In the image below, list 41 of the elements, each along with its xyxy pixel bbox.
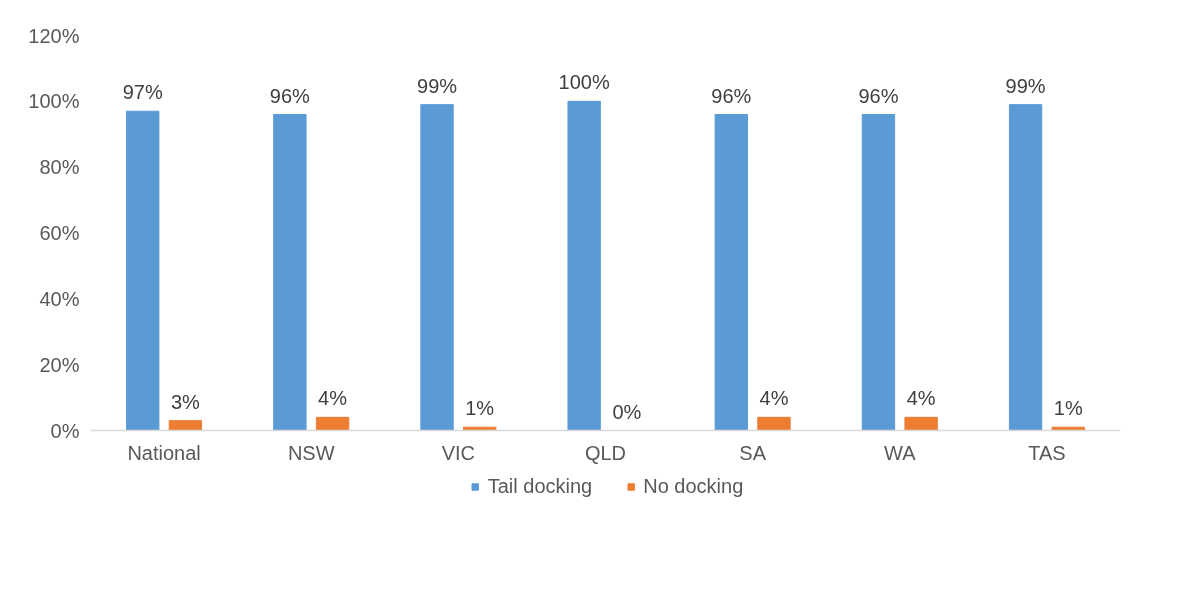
legend-label: Tail docking [487,474,593,498]
y-tick-label: 80% [39,156,80,179]
bar [273,114,307,431]
legend-label: No docking [643,474,744,498]
y-tick-label: 60% [39,222,80,244]
bar [126,110,160,431]
data-label: 100% [558,71,610,94]
data-label: 96% [858,84,899,107]
bar [757,416,791,431]
data-label: 97% [122,81,163,104]
y-tick-label: 20% [39,353,80,376]
y-tick-label: 100% [28,90,80,113]
x-tick-label: QLD [584,441,627,464]
x-tick-label: National [127,441,201,464]
data-label: 4% [759,387,789,410]
y-tick-label: 0% [50,419,80,442]
bar [714,114,748,431]
data-label: 4% [318,387,348,410]
data-label: 0% [612,400,642,423]
bar [567,100,601,431]
data-label: 3% [170,390,201,413]
data-label: 99% [417,74,458,97]
bar [904,416,938,431]
y-tick-label: 40% [39,287,80,310]
data-label: 96% [711,84,752,107]
bar [861,114,896,431]
data-label: 99% [1005,74,1046,97]
x-tick-label: NSW [287,441,335,464]
data-label: 4% [906,387,936,410]
data-label: 96% [269,84,311,107]
bar [420,104,454,431]
bar [315,416,350,431]
bar [1008,104,1043,431]
y-tick-label: 120% [28,24,80,47]
x-tick-label: WA [884,441,917,464]
data-label: 1% [465,397,495,420]
x-tick-label: TAS [1028,441,1066,464]
data-label: 1% [1053,397,1083,420]
x-tick-label: SA [739,441,767,464]
bar [168,420,203,431]
x-tick-label: VIC [441,441,476,464]
